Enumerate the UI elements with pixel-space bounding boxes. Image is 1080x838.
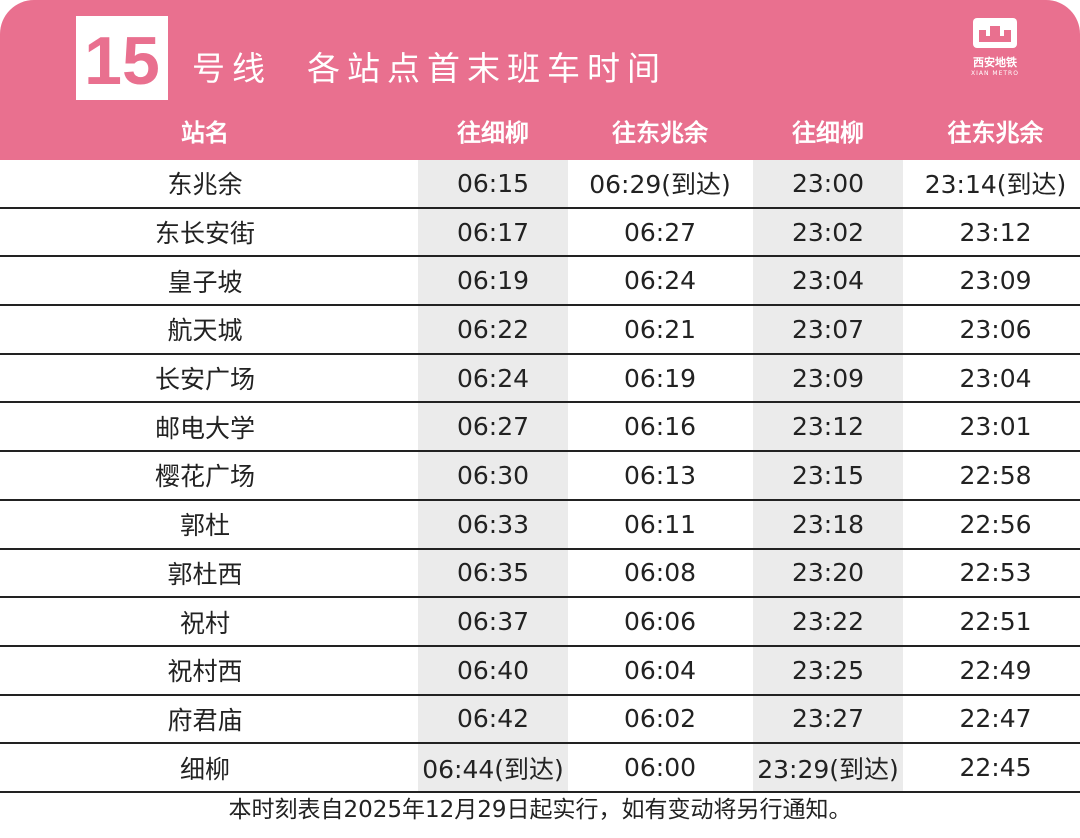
station-name: 邮电大学 [154, 413, 255, 443]
time-cell: 06:22 [418, 306, 568, 353]
station-name: 东长安街 [154, 219, 255, 249]
time-cell: 22:53 [959, 558, 1032, 588]
time-cell: 06:42 [418, 695, 568, 743]
station-name: 郭杜 [179, 511, 230, 541]
time-cell: 23:09 [753, 354, 903, 402]
table-row: 祝村 06:37 06:06 23:22 22:51 [0, 598, 1080, 647]
time-cell: 06:37 [418, 598, 568, 645]
table-row: 樱花广场 06:30 06:13 23:15 22:58 [0, 452, 1080, 501]
time-cell: 06:15 [418, 160, 568, 207]
header-title: 号线 各站点首末班车时间 [192, 49, 667, 88]
table-row: 邮电大学 06:27 06:16 23:12 23:01 [0, 403, 1080, 453]
table-row: 东兆余 06:15 06:29(到达) 23:00 23:14(到达) [0, 160, 1080, 209]
time-cell: 06:27 [623, 217, 697, 247]
time-cell: 23:01 [959, 412, 1032, 442]
time-cell: 06:35 [418, 549, 568, 597]
column-header: 往东兆余 [947, 118, 1044, 147]
time-cell: 22:51 [959, 607, 1032, 637]
table-row: 郭杜 06:33 06:11 23:18 22:56 [0, 500, 1080, 550]
time-cell: 06:33 [418, 500, 568, 548]
time-cell: 06:02 [623, 704, 697, 734]
table-row: 府君庙 06:42 06:02 23:27 22:47 [0, 695, 1080, 745]
time-cell: 06:11 [623, 509, 697, 539]
table-row: 航天城 06:22 06:21 23:07 23:06 [0, 306, 1080, 355]
time-cell: 23:09 [959, 266, 1032, 296]
logo-sub: XIAN METRO [971, 70, 1019, 77]
table-row: 祝村西 06:40 06:04 23:25 22:49 [0, 646, 1080, 696]
time-cell: 06:24 [418, 354, 568, 402]
time-cell: 23:25 [753, 646, 903, 694]
line-number: 15 [76, 16, 168, 100]
time-cell: 22:58 [959, 460, 1032, 490]
time-cell: 23:12 [753, 403, 903, 451]
table-row: 长安广场 06:24 06:19 23:09 23:04 [0, 354, 1080, 404]
time-cell: 06:40 [418, 646, 568, 694]
time-cell: 22:56 [959, 509, 1032, 539]
logo-icon [973, 18, 1017, 48]
time-cell: 06:19 [623, 363, 697, 393]
column-header: 往东兆余 [612, 118, 708, 147]
time-cell: 22:49 [959, 655, 1032, 685]
column-header: 往细柳 [457, 118, 529, 147]
time-cell: 06:19 [418, 257, 568, 305]
time-cell: 06:24 [623, 266, 697, 296]
time-cell: 06:08 [623, 558, 697, 588]
table-row: 皇子坡 06:19 06:24 23:04 23:09 [0, 257, 1080, 307]
footer-note: 本时刻表自2025年12月29日起实行，如有变动将另行通知。 [228, 797, 852, 823]
time-cell: 06:16 [623, 412, 697, 442]
station-name: 祝村西 [167, 657, 243, 687]
time-cell: 23:04 [753, 257, 903, 305]
time-cell: 23:14(到达) [924, 170, 1067, 200]
station-name: 祝村 [179, 608, 230, 638]
time-cell: 06:30 [418, 452, 568, 499]
table-row: 细柳 06:44(到达) 06:00 23:29(到达) 22:45 [0, 744, 1080, 793]
time-cell: 23:02 [753, 208, 903, 256]
time-cell: 06:04 [623, 655, 697, 685]
time-cell: 06:29(到达) [589, 170, 731, 200]
table-row: 东长安街 06:17 06:27 23:02 23:12 [0, 208, 1080, 258]
station-name: 府君庙 [167, 705, 243, 735]
time-cell: 23:27 [753, 695, 903, 743]
station-name: 细柳 [179, 754, 230, 784]
station-name: 皇子坡 [167, 267, 243, 297]
logo: 西安地铁 XIAN METRO [962, 18, 1028, 77]
time-cell: 23:15 [753, 452, 903, 499]
timetable: 站名 往细柳 往东兆余 往细柳 往东兆余 东兆余 06:15 06:29(到达) 23:00 23… [0, 100, 1080, 793]
station-name: 郭杜西 [167, 559, 243, 589]
table-row: 郭杜西 06:35 06:08 23:20 22:53 [0, 549, 1080, 599]
station-name: 樱花广场 [154, 462, 255, 492]
time-cell: 06:17 [418, 208, 568, 256]
station-name: 东兆余 [167, 170, 243, 200]
time-cell: 22:45 [959, 753, 1032, 783]
time-cell: 06:13 [623, 460, 697, 490]
time-cell: 23:06 [959, 314, 1032, 344]
header-band: 15 号线 各站点首末班车时间 西安地铁 XIAN METRO [0, 0, 1080, 100]
header-row: 站名 往细柳 往东兆余 往细柳 往东兆余 [0, 100, 1080, 160]
time-cell: 23:00 [753, 160, 903, 207]
time-cell: 22:47 [959, 704, 1032, 734]
time-cell: 23:12 [959, 217, 1032, 247]
time-cell: 06:06 [623, 607, 697, 637]
time-cell: 23:22 [753, 598, 903, 645]
time-cell: 06:27 [418, 403, 568, 451]
time-cell: 23:18 [753, 500, 903, 548]
time-cell: 23:07 [753, 306, 903, 353]
time-cell: 23:29(到达) [753, 744, 903, 791]
time-cell: 06:44(到达) [418, 744, 568, 791]
time-cell: 23:04 [959, 363, 1032, 393]
station-name: 长安广场 [154, 365, 255, 395]
time-cell: 23:20 [753, 549, 903, 597]
time-cell: 06:21 [623, 314, 697, 344]
station-name: 航天城 [167, 316, 243, 346]
column-header: 站名 [181, 118, 229, 147]
time-cell: 06:00 [623, 753, 697, 783]
column-header: 往细柳 [792, 118, 864, 147]
logo-name: 西安地铁 [973, 56, 1017, 69]
